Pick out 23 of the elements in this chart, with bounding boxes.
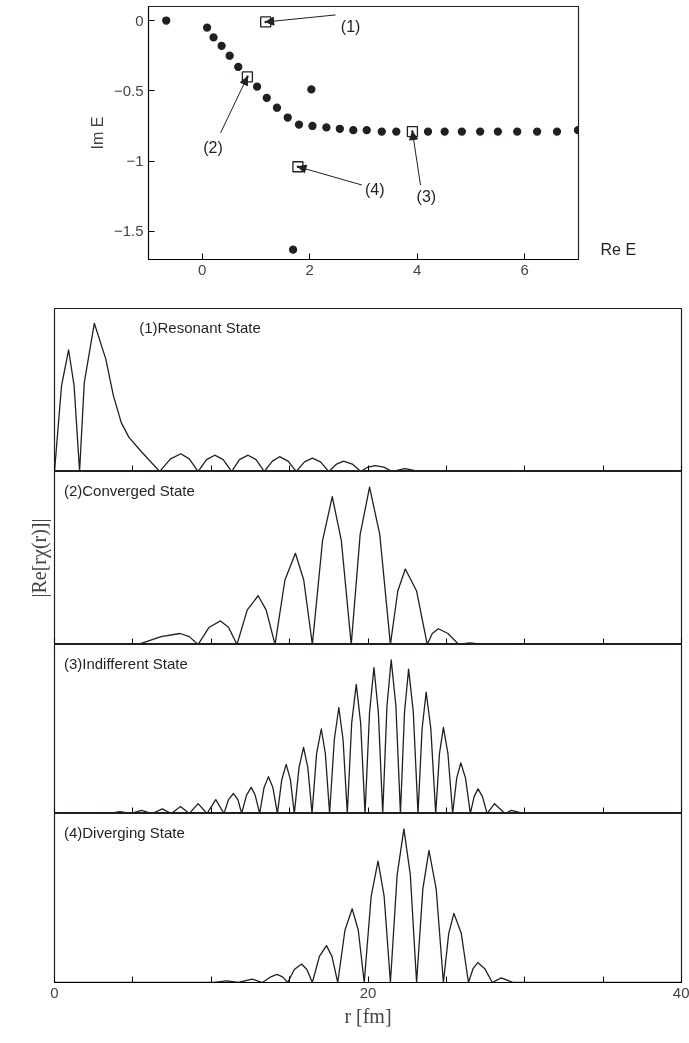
- chart-title: (3)Indifferent State: [63, 654, 188, 672]
- chart-title: (4)Diverging State: [63, 823, 185, 841]
- x-tick-label: 6: [520, 260, 529, 278]
- x-tick-label: 4: [413, 260, 422, 278]
- annotation: (1): [340, 17, 361, 35]
- chart-title: (1)Resonant State: [139, 318, 261, 336]
- y-tick-label: 0: [135, 11, 144, 29]
- y-axis-title: Im E: [88, 116, 106, 150]
- chart-title: (2)Converged State: [63, 481, 195, 499]
- x-tick-label: 0: [50, 983, 59, 1001]
- x-axis-title: Re E: [600, 240, 637, 258]
- x-tick-label: 20: [359, 983, 377, 1001]
- annotation: (4): [365, 180, 385, 198]
- x-axis-title: r [fm]: [344, 1004, 392, 1027]
- y-axis-title: |Re[rχ(r)]|: [27, 518, 51, 598]
- annotation: (2): [203, 138, 223, 156]
- x-tick-label: 2: [305, 260, 314, 278]
- annotation: (3): [416, 187, 437, 205]
- x-tick-label: 0: [198, 260, 207, 278]
- y-tick-label: −1: [126, 152, 144, 170]
- y-tick-label: −1.5: [113, 222, 144, 240]
- x-tick-label: 40: [672, 983, 689, 1001]
- y-tick-label: −0.5: [113, 81, 144, 99]
